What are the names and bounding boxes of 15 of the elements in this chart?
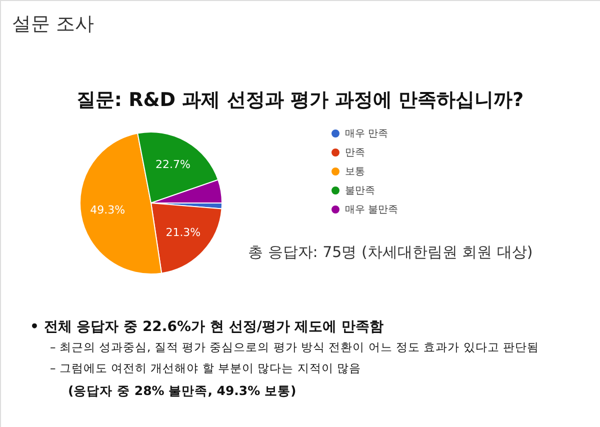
legend-label: 매우 불만족 <box>345 204 398 216</box>
text: • 전체 응답자 중 22.6%가 현 선정/평가 제도에 만족함 <box>30 319 384 335</box>
data-label: 22.7% <box>156 158 190 171</box>
legend-label: 매우 만족 <box>345 128 388 140</box>
text: 설문 조사 <box>12 13 94 35</box>
legend-label: 보통 <box>345 166 365 178</box>
legend-label: 만족 <box>345 148 365 158</box>
text: – 최근의 성과중심, 질적 평가 중심으로의 평가 방식 전환이 어느 정도 효과가 있다고 판단됨 <box>50 340 539 354</box>
text: (응답자 중 28% 불만족, 49.3% 보통) <box>68 383 296 398</box>
data-label: 21.3% <box>166 226 201 240</box>
legend-label: 불만족 <box>345 186 375 196</box>
chart-title: 질문: R&D 과제 선정과 평가 과정에 만족하십니까? <box>76 89 524 111</box>
text: – 그럼에도 여전히 개선해야 할 부분이 많다는 지적이 많음 <box>50 361 361 375</box>
text: 총 응답자: 75명 (차세대한림원 회원 대상) <box>248 243 533 261</box>
data-label: 49.3% <box>90 203 126 216</box>
